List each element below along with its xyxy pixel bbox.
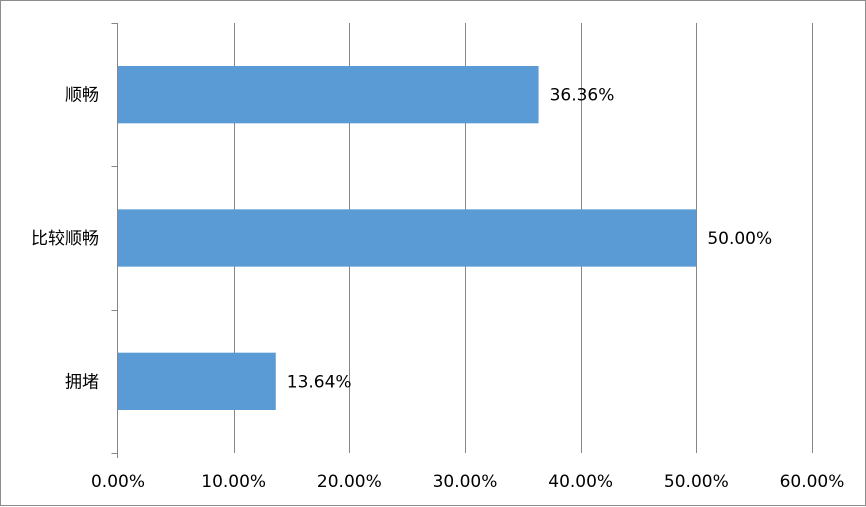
x-tick-label: 0.00% bbox=[91, 472, 145, 492]
data-label: 50.00% bbox=[707, 229, 772, 249]
category-label: 比较顺畅 bbox=[31, 229, 99, 249]
category-label: 顺畅 bbox=[65, 86, 99, 106]
x-tick-label: 20.00% bbox=[317, 472, 382, 492]
bar-2 bbox=[118, 352, 276, 410]
x-tick-label: 10.00% bbox=[201, 472, 266, 492]
category-axis bbox=[111, 23, 118, 458]
x-tick-label: 60.00% bbox=[780, 472, 845, 492]
x-tick-label: 30.00% bbox=[433, 472, 498, 492]
data-label: 13.64% bbox=[287, 372, 352, 392]
bar-0 bbox=[118, 66, 539, 124]
bars bbox=[118, 66, 697, 410]
data-label: 36.36% bbox=[550, 86, 615, 106]
x-tick-label: 40.00% bbox=[548, 472, 613, 492]
x-tick-label: 50.00% bbox=[664, 472, 729, 492]
bar-1 bbox=[118, 209, 697, 267]
category-label: 拥堵 bbox=[65, 372, 99, 392]
data-labels: 36.36% 50.00% 13.64% bbox=[287, 86, 772, 393]
x-tick-labels: 0.00% 10.00% 20.00% 30.00% 40.00% 50.00% 60.00… bbox=[91, 472, 844, 492]
